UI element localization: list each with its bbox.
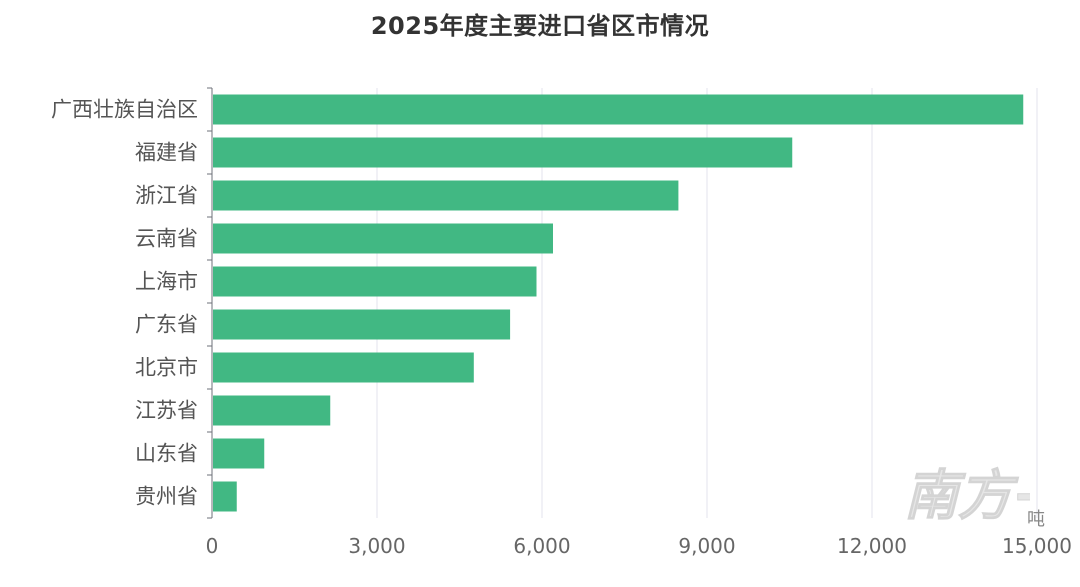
bar xyxy=(213,266,537,297)
watermark-text: 南方+ xyxy=(904,464,1030,527)
bar-group xyxy=(213,94,1024,512)
y-category-label: 贵州省 xyxy=(135,485,198,509)
bar xyxy=(213,137,793,168)
x-tick-label: 3,000 xyxy=(348,534,405,558)
bar xyxy=(213,438,265,469)
bar xyxy=(213,309,511,340)
bar xyxy=(213,94,1024,125)
chart-title: 2025年度主要进口省区市情况 xyxy=(370,12,710,40)
bar xyxy=(213,223,553,254)
y-category-label: 上海市 xyxy=(135,270,198,294)
x-tick-label: 12,000 xyxy=(837,534,907,558)
x-axis: 0 3,000 6,000 9,000 12,000 15,000 xyxy=(206,534,1072,558)
y-category-label: 福建省 xyxy=(135,141,198,165)
watermark-logo: 南方+ xyxy=(904,464,1031,528)
bar xyxy=(213,180,679,211)
x-tick-label: 0 xyxy=(206,534,219,558)
y-category-label: 江苏省 xyxy=(135,399,198,423)
x-axis-unit-label: 吨 xyxy=(1027,509,1045,530)
y-category-label: 广西壮族自治区 xyxy=(51,98,198,122)
x-tick-label: 15,000 xyxy=(1002,534,1072,558)
y-category-label: 云南省 xyxy=(135,227,198,251)
y-category-label: 北京市 xyxy=(135,356,198,380)
y-category-label: 浙江省 xyxy=(135,184,198,208)
x-tick-label: 9,000 xyxy=(678,534,735,558)
y-category-label: 山东省 xyxy=(135,442,198,466)
bar xyxy=(213,481,237,512)
bar xyxy=(213,352,474,383)
x-tick-label: 6,000 xyxy=(513,534,570,558)
y-category-label: 广东省 xyxy=(135,313,198,337)
bar xyxy=(213,395,331,426)
